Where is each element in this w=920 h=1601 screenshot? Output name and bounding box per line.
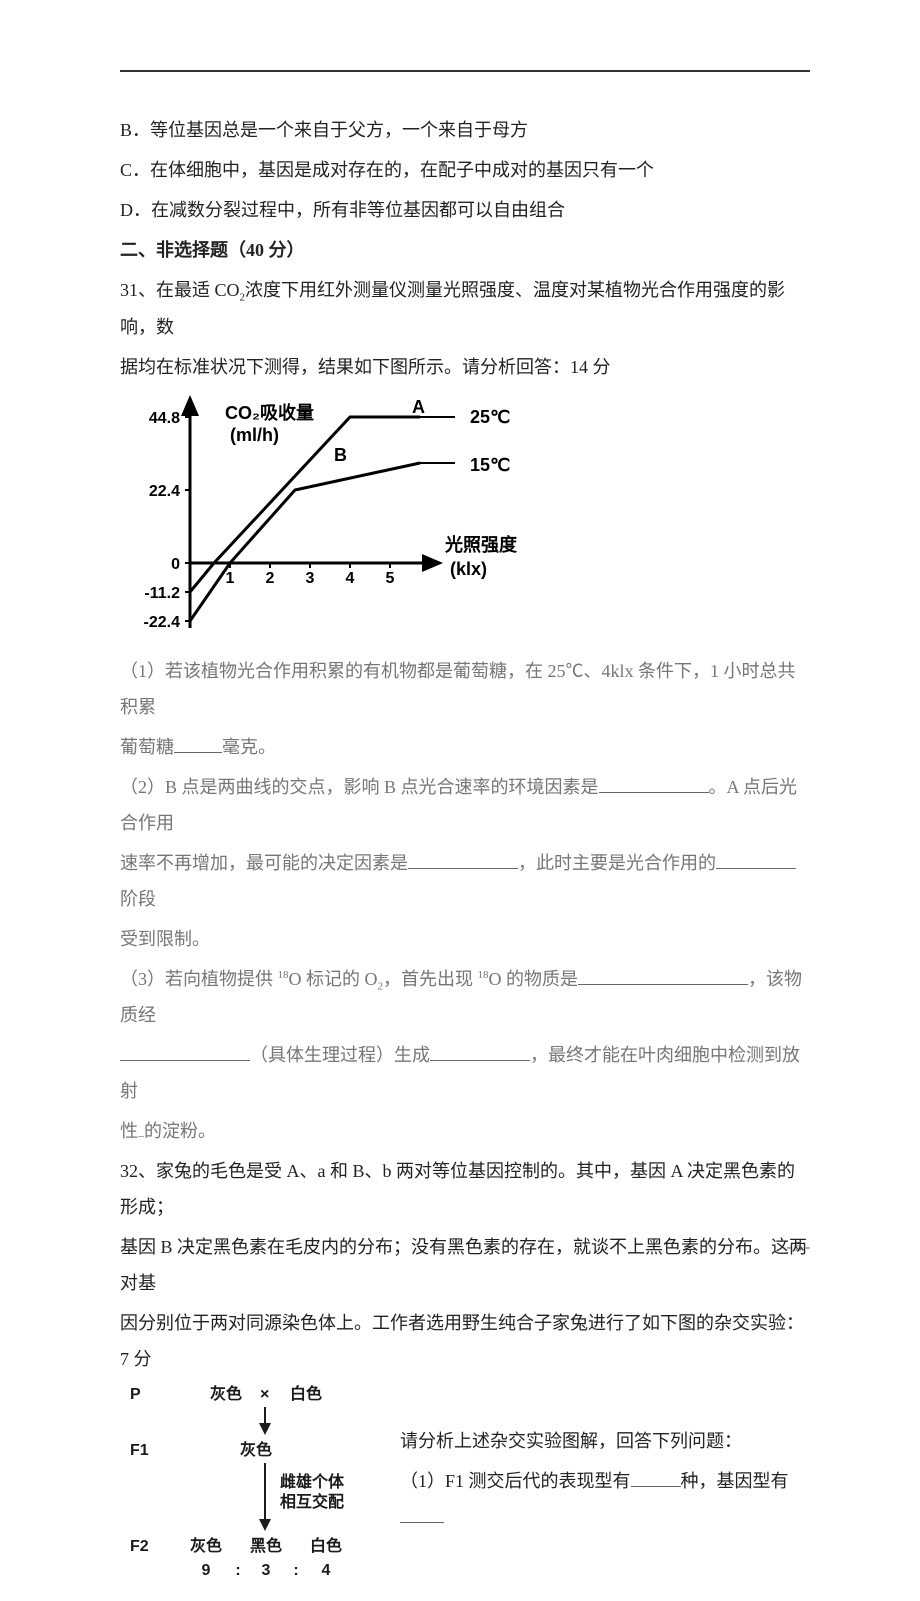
- q31-3b-mid1: （具体生理过程）生成: [250, 1045, 430, 1065]
- top-rule: [120, 70, 810, 72]
- svg-text:4: 4: [322, 1562, 331, 1579]
- svg-text:P: P: [130, 1386, 141, 1403]
- svg-text:3: 3: [306, 570, 315, 587]
- q31-3a-mid2: ，首先出现: [383, 969, 478, 989]
- svg-text:22.4: 22.4: [149, 483, 180, 500]
- svg-text:44.8: 44.8: [149, 410, 180, 427]
- svg-text:灰色: 灰色: [210, 1384, 242, 1403]
- svg-text:9: 9: [202, 1562, 211, 1579]
- option-c: C．在体细胞中，基因是成对存在的，在配子中成对的基因只有一个: [120, 150, 810, 190]
- q31-line1: 31、在最适 CO2浓度下用红外测量仪测量光照强度、温度对某植物光合作用强度的影…: [120, 270, 810, 347]
- svg-text:灰色: 灰色: [190, 1536, 222, 1555]
- chart-svg: CO₂吸收量(ml/h) 光照强度 (klx) 44.8 22.4 0 -11.2 -22.4…: [120, 393, 520, 633]
- q31-1a: （1）若该植物光合作用积累的有机物都是葡萄糖，在 25℃、4klx 条件下，1 …: [120, 651, 810, 727]
- blank-3: [408, 848, 518, 869]
- q31-3a-pre: （3）若向植物提供: [120, 969, 278, 989]
- svg-text:(klx): (klx): [450, 559, 487, 579]
- svg-text:-22.4: -22.4: [144, 614, 181, 631]
- svg-text:4: 4: [346, 570, 355, 587]
- q31-3c-post: 的淀粉。: [144, 1121, 216, 1141]
- svg-text:相互交配: 相互交配: [280, 1492, 344, 1511]
- q31-2a-pre: （2）B 点是两曲线的交点，影响 B 点光合速率的环境因素是: [120, 777, 599, 797]
- blank-7: [430, 1040, 530, 1061]
- q31-2b: 速率不再增加，最可能的决定因素是 ，此时主要是光合作用的阶段: [120, 843, 810, 919]
- q31-3c-pre: 性: [120, 1121, 138, 1141]
- svg-text:F1: F1: [130, 1442, 149, 1459]
- svg-text:雌雄个体: 雌雄个体: [280, 1472, 345, 1491]
- svg-text:白色: 白色: [310, 1536, 342, 1555]
- svg-text:A: A: [412, 397, 425, 417]
- svg-text:CO₂吸收量: CO₂吸收量: [225, 402, 314, 423]
- cross-diagram: P灰色×白色F1灰色雌雄个体相互交配F2灰色黑色白色9:3:4: [120, 1379, 380, 1601]
- q31-3a-mid3: O 的物质是: [489, 969, 579, 989]
- svg-text:×: ×: [260, 1386, 269, 1403]
- svg-text:15℃: 15℃: [470, 455, 510, 475]
- q32-r2-pre: （1）F1 测交后代的表现型有: [400, 1471, 631, 1491]
- svg-text:1: 1: [226, 570, 235, 587]
- q32-row: P灰色×白色F1灰色雌雄个体相互交配F2灰色黑色白色9:3:4 请分析上述杂交实…: [120, 1379, 810, 1601]
- q31-3b: （具体生理过程）生成，最终才能在叶肉细胞中检测到放射: [120, 1035, 810, 1111]
- blank-5: [578, 964, 748, 985]
- q32-a: 32、家兔的毛色是受 A、a 和 B、b 两对等位基因控制的。其中，基因 A 决…: [120, 1151, 810, 1227]
- q31-2a: （2）B 点是两曲线的交点，影响 B 点光合速率的环境因素是。A 点后光合作用: [120, 767, 810, 843]
- q31-3a-sup1: 18: [278, 969, 289, 981]
- svg-text:25℃: 25℃: [470, 407, 510, 427]
- q31-3a-mid1: O 标记的 O: [289, 969, 378, 989]
- q31-2b-post: 阶段: [120, 889, 156, 909]
- q31-3c: 性的淀粉。: [120, 1111, 810, 1151]
- svg-text:B: B: [334, 445, 347, 465]
- svg-text:(ml/h): (ml/h): [230, 425, 279, 445]
- option-d: D．在减数分裂过程中，所有非等位基因都可以自由组合: [120, 190, 810, 230]
- q31-1b: 葡萄糖 毫克。: [120, 727, 810, 767]
- q32-b: 基因 B 决定黑色素在毛皮内的分布；没有黑色素的存在，就谈不上黑色素的分布。这两…: [120, 1227, 810, 1303]
- svg-text:-11.2: -11.2: [144, 585, 180, 602]
- svg-text:黑色: 黑色: [250, 1536, 282, 1555]
- q32-r2: （1）F1 测交后代的表现型有 种，基因型有: [400, 1461, 810, 1537]
- blank-2: [599, 772, 709, 793]
- blank-8: [631, 1466, 681, 1487]
- cross-svg: P灰色×白色F1灰色雌雄个体相互交配F2灰色黑色白色9:3:4: [120, 1379, 380, 1589]
- page-number: - 5 -: [787, 1234, 810, 1262]
- blank-4: [716, 848, 796, 869]
- q32-c: 因分别位于两对同源染色体上。工作者选用野生纯合子家兔进行了如下图的杂交实验：7 …: [120, 1303, 810, 1379]
- q31-3a: （3）若向植物提供 18O 标记的 O2，首先出现 18O 的物质是，该物质经: [120, 959, 810, 1036]
- photosynthesis-chart: CO₂吸收量(ml/h) 光照强度 (klx) 44.8 22.4 0 -11.2 -22.4…: [120, 393, 810, 645]
- svg-text:白色: 白色: [290, 1384, 322, 1403]
- svg-text:3: 3: [262, 1562, 271, 1579]
- q31-line1-pre: 31、在最适 CO: [120, 280, 240, 300]
- svg-text:2: 2: [266, 570, 275, 587]
- q31-3a-sup2: 18: [478, 969, 489, 981]
- svg-text::: :: [235, 1562, 240, 1579]
- svg-text:光照强度: 光照强度: [444, 534, 518, 555]
- q32-right: 请分析上述杂交实验图解，回答下列问题： （1）F1 测交后代的表现型有 种，基因型…: [400, 1379, 810, 1537]
- blank-1: [174, 732, 222, 753]
- section-title: 二、非选择题（40 分）: [120, 230, 810, 270]
- blank-6: [120, 1040, 250, 1061]
- svg-text:灰色: 灰色: [240, 1440, 272, 1459]
- svg-text:F2: F2: [130, 1538, 149, 1555]
- q32-r2-mid: 种，基因型有: [681, 1471, 789, 1491]
- q31-2b-pre: 速率不再增加，最可能的决定因素是: [120, 853, 408, 873]
- option-b: B．等位基因总是一个来自于父方，一个来自于母方: [120, 110, 810, 150]
- q31-2c: 受到限制。: [120, 919, 810, 959]
- q31-line2: 据均在标准状况下测得，结果如下图所示。请分析回答：14 分: [120, 347, 810, 387]
- svg-text:0: 0: [171, 556, 180, 573]
- svg-text::: :: [293, 1562, 298, 1579]
- blank-9: [400, 1502, 444, 1523]
- page-content: B．等位基因总是一个来自于父方，一个来自于母方 C．在体细胞中，基因是成对存在的…: [120, 110, 810, 1601]
- q31-1b-pre: 葡萄糖: [120, 737, 174, 757]
- q31-2b-mid: ，此时主要是光合作用的: [518, 853, 716, 873]
- q32-r1: 请分析上述杂交实验图解，回答下列问题：: [400, 1421, 810, 1461]
- svg-text:5: 5: [386, 570, 395, 587]
- q31-1b-post: 毫克。: [222, 737, 276, 757]
